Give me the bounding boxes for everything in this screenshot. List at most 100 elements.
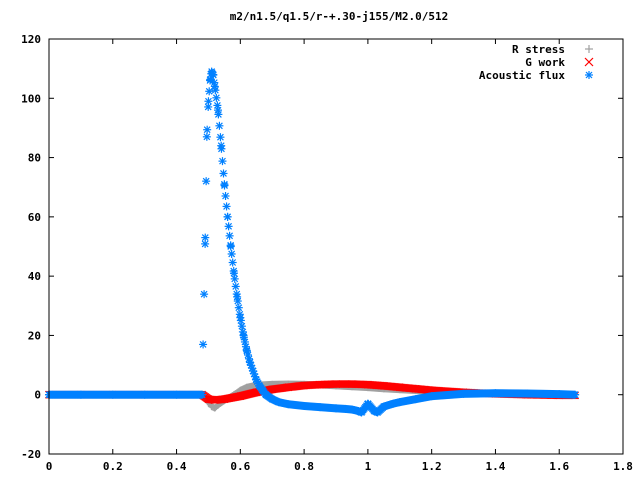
data-point [202, 132, 211, 141]
legend-marker [585, 45, 593, 53]
data-point [411, 384, 420, 393]
data-point [210, 82, 219, 91]
data-point [76, 390, 85, 399]
data-point [108, 390, 117, 399]
data-point [332, 380, 340, 388]
data-point [357, 408, 366, 417]
data-point [226, 242, 235, 251]
data-point [389, 399, 398, 408]
data-point [316, 403, 325, 412]
data-point [459, 389, 468, 398]
y-tick-label: 100 [21, 92, 41, 105]
data-point [379, 381, 388, 390]
legend-label: G work [525, 56, 565, 69]
data-point [239, 331, 248, 340]
data-point [523, 389, 532, 398]
data-point [348, 380, 356, 388]
data-point [231, 282, 240, 291]
x-tick-label: 0.4 [167, 460, 187, 473]
data-point [140, 390, 149, 399]
data-point [199, 340, 208, 349]
data-point [212, 93, 221, 102]
data-point [206, 76, 215, 85]
y-tick-label: -20 [21, 448, 41, 461]
data-point [237, 322, 246, 331]
data-point [210, 396, 219, 404]
data-point [221, 191, 230, 200]
data-point [245, 358, 254, 367]
data-point [208, 403, 216, 411]
data-point [268, 395, 277, 404]
data-point [571, 390, 580, 399]
data-point [255, 381, 264, 390]
data-point [234, 303, 243, 312]
data-point [224, 222, 233, 231]
data-point [379, 402, 388, 411]
y-tick-label: 60 [28, 211, 41, 224]
data-point [203, 125, 212, 134]
data-point [223, 212, 232, 221]
y-tick-label: 0 [34, 389, 41, 402]
x-tick-label: 1.4 [486, 460, 506, 473]
data-point [225, 231, 234, 240]
data-point [218, 157, 227, 166]
data-point [258, 386, 267, 395]
x-tick-label: 0.2 [103, 460, 123, 473]
data-point [227, 249, 236, 258]
data-point [219, 169, 228, 178]
data-point [228, 258, 237, 267]
data-point [207, 67, 216, 76]
plot-series [45, 67, 580, 417]
chart-title: m2/n1.5/q1.5/r-+.30-j155/M2.0/512 [230, 10, 449, 23]
data-point [216, 133, 225, 142]
data-point [268, 385, 277, 394]
data-point [373, 408, 382, 417]
data-point [284, 383, 293, 392]
data-point [284, 400, 293, 409]
data-point [204, 395, 213, 404]
data-point [233, 292, 242, 301]
data-point [204, 97, 213, 106]
data-point [395, 398, 404, 407]
legend-marker [585, 71, 593, 79]
data-point [363, 399, 372, 408]
series-acoustic-flux [45, 67, 580, 417]
data-point [220, 395, 229, 404]
x-tick-label: 1.6 [549, 460, 569, 473]
data-point [220, 180, 229, 189]
data-point [211, 404, 219, 412]
legend-label: Acoustic flux [479, 69, 565, 82]
data-point [222, 202, 231, 211]
data-point [411, 395, 420, 404]
y-tick-label: 120 [21, 33, 41, 46]
x-tick-label: 1 [365, 460, 372, 473]
data-point [316, 380, 324, 389]
x-tick-label: 0.6 [230, 460, 250, 473]
data-point [205, 87, 214, 96]
data-point [236, 313, 245, 322]
data-point [491, 389, 500, 398]
data-point [200, 290, 209, 299]
data-point [217, 141, 226, 150]
data-point [215, 121, 224, 130]
data-point [427, 392, 436, 401]
data-point [347, 405, 356, 414]
data-point [261, 390, 270, 399]
x-tick-label: 1.2 [422, 460, 442, 473]
x-tick-label: 1.8 [613, 460, 633, 473]
data-point [209, 70, 218, 79]
data-point [172, 390, 181, 399]
legend-marker [584, 57, 594, 67]
data-point [214, 106, 223, 115]
data-point [230, 274, 239, 283]
y-tick-label: 20 [28, 329, 41, 342]
legend-label: R stress [512, 43, 565, 56]
data-point [395, 383, 404, 392]
data-point [202, 177, 211, 186]
data-point [198, 390, 207, 399]
data-point [363, 380, 372, 389]
data-point [236, 392, 245, 401]
